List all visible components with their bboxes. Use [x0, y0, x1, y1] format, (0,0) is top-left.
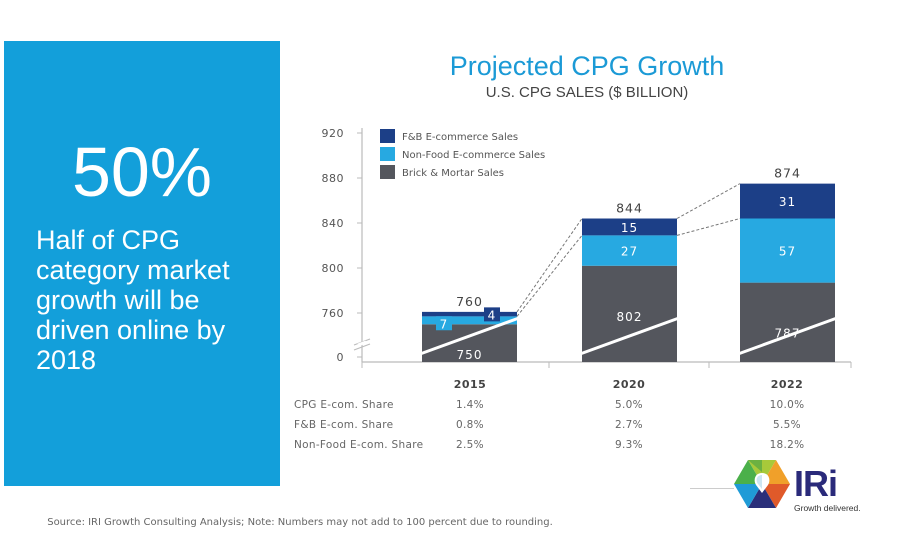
table-cell: 18.2% — [770, 439, 805, 451]
bar-segment — [740, 282, 835, 362]
y-tick-label: 880 — [322, 172, 345, 185]
table-row-label: F&B E-com. Share — [294, 419, 393, 431]
table-cell: 5.0% — [615, 399, 643, 411]
y-tick-label: 920 — [322, 127, 345, 140]
bar-segment — [740, 218, 835, 283]
table-cell: 5.5% — [773, 419, 801, 431]
segment-value-label: 57 — [779, 245, 796, 259]
bar-segment — [422, 324, 517, 362]
stat-description: Half of CPG category market growth will … — [36, 225, 230, 375]
bar-break-mark — [737, 316, 838, 356]
label-bg — [436, 316, 452, 331]
table-cell: 2.5% — [456, 439, 484, 451]
segment-value-label: 31 — [779, 195, 796, 209]
legend-swatch — [380, 165, 395, 179]
legend-label: F&B E-commerce Sales — [402, 132, 518, 143]
logo-wordmark: IRi — [794, 463, 838, 504]
connector-line — [676, 218, 741, 236]
bar-break-mark — [419, 316, 520, 356]
legend-label: Brick & Mortar Sales — [402, 168, 504, 179]
chart-subtitle: U.S. CPG SALES ($ BILLION) — [485, 84, 689, 101]
legend-swatch — [380, 147, 395, 161]
chart-title: Projected CPG Growth — [449, 51, 725, 81]
connector-line — [516, 235, 583, 317]
y-tick-label: 800 — [322, 262, 345, 275]
bar-segment — [582, 218, 677, 236]
segment-value-label: 802 — [617, 310, 643, 324]
bar-segment — [740, 183, 835, 219]
label-bg — [484, 307, 500, 322]
bar-total-label: 760 — [456, 294, 483, 309]
stat-panel: 50% Half of CPG category market growth w… — [4, 41, 280, 486]
table-cell: 2.7% — [615, 419, 643, 431]
segment-value-label: 787 — [775, 327, 801, 341]
table-cell: 1.4% — [456, 399, 484, 411]
connector-line — [516, 218, 583, 313]
table-row-label: Non-Food E-com. Share — [294, 439, 423, 451]
bar-segment — [422, 316, 517, 325]
bar-break-mark — [579, 316, 680, 356]
big-stat: 50% — [71, 133, 213, 211]
x-category-label: 2020 — [613, 378, 646, 391]
logo-tagline: Growth delivered. — [794, 503, 861, 513]
axis-break-mark — [353, 343, 371, 351]
x-category-label: 2015 — [454, 378, 487, 391]
bar-segment — [582, 235, 677, 266]
iri-hexagon-logo-icon — [734, 460, 790, 508]
x-category-label: 2022 — [771, 378, 804, 391]
y-tick-label: 0 — [337, 351, 345, 364]
table-cell: 0.8% — [456, 419, 484, 431]
segment-value-label: 15 — [621, 221, 638, 235]
table-cell: 9.3% — [615, 439, 643, 451]
bar-total-label: 844 — [616, 201, 643, 216]
segment-value-label: 27 — [621, 245, 638, 259]
axis-break-gap — [357, 340, 367, 347]
legend-label: Non-Food E-commerce Sales — [402, 150, 545, 161]
table-cell: 10.0% — [770, 399, 805, 411]
source-note: Source: IRI Growth Consulting Analysis; … — [47, 517, 553, 528]
y-tick-label: 840 — [322, 217, 345, 230]
bar-segment — [422, 311, 517, 317]
connector-line — [676, 183, 741, 219]
table-row-label: CPG E-com. Share — [294, 399, 394, 411]
segment-value-label: 4 — [488, 308, 497, 322]
logo-divider — [690, 488, 734, 489]
segment-value-label: 7 — [440, 317, 449, 331]
segment-value-label: 750 — [457, 348, 483, 362]
bar-total-label: 874 — [774, 166, 801, 181]
legend-swatch — [380, 129, 395, 143]
y-tick-label: 760 — [322, 307, 345, 320]
